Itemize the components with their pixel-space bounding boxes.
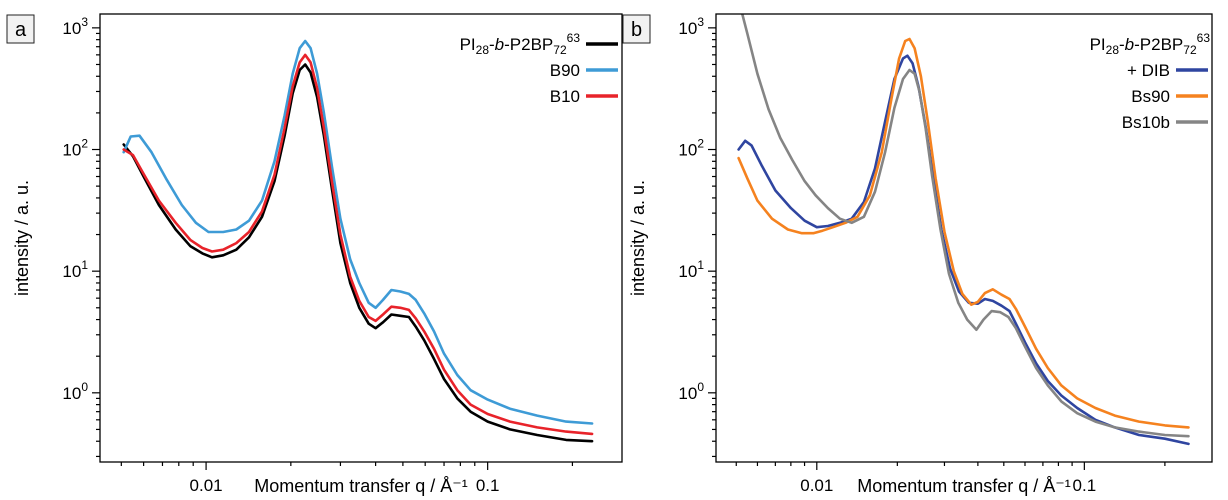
plot-frame (99, 13, 623, 463)
y-tick-base: 10 (62, 384, 81, 403)
x-axis-title: Momentum transfer q / Å⁻¹ (254, 476, 468, 496)
y-tick-base: 10 (62, 141, 81, 160)
x-tick-label: 0.1 (476, 476, 500, 495)
y-tick-exponent: 2 (697, 137, 704, 151)
y-tick-label: 102 (678, 137, 704, 160)
y-tick-label: 103 (62, 15, 88, 38)
y-tick-label: 101 (678, 258, 704, 281)
y-tick-label: 103 (678, 15, 704, 38)
panel-label-box (6, 14, 35, 44)
y-tick-exponent: 3 (697, 15, 704, 29)
legend-label: B90 (550, 61, 580, 80)
series-line-b10 (122, 53, 594, 436)
x-axis-title: Momentum transfer q / Å⁻¹ (857, 476, 1071, 496)
y-tick-exponent: 0 (697, 380, 704, 394)
legend-text-part: 28 (1106, 43, 1120, 57)
legend-text-part: 63 (567, 31, 581, 45)
series-line-pi28-b-p2bp7263 (122, 63, 594, 443)
y-tick-base: 10 (678, 141, 697, 160)
legend-header: PI28-b-P2BP7263 (1090, 31, 1211, 57)
y-tick-exponent: 3 (81, 15, 88, 29)
legend-text-part: -P2BP (504, 35, 553, 54)
legend-text-part: Bs90 (1131, 87, 1170, 106)
legend-text-part: PI (460, 35, 476, 54)
series-line-bs90 (737, 37, 1190, 429)
y-tick-base: 10 (678, 19, 697, 38)
y-axis-title: intensity / a. u. (628, 180, 648, 296)
y-tick-base: 10 (678, 384, 697, 403)
legend-label: PI28-b-P2BP7263 (460, 31, 581, 57)
legend-text-part: -P2BP (1134, 35, 1183, 54)
plot-frame (715, 13, 1213, 463)
y-tick-label: 102 (62, 137, 88, 160)
legend-text-part: B90 (550, 61, 580, 80)
legend-text-part: - (1119, 35, 1125, 54)
legend-text-part: b (1125, 35, 1134, 54)
panel-label: b (631, 19, 642, 41)
x-tick-label: 0.1 (1073, 476, 1097, 495)
y-tick-exponent: 1 (81, 258, 88, 272)
legend-label: Bs10b (1122, 113, 1170, 132)
series-line-b90 (122, 39, 594, 425)
y-tick-label: 101 (62, 258, 88, 281)
y-tick-label: 100 (678, 380, 704, 403)
legend-text-part: b (495, 35, 504, 54)
x-tick-label: 0.01 (190, 476, 223, 495)
legend-text-part: - (489, 35, 495, 54)
y-axis-title: intensity / a. u. (12, 180, 32, 296)
legend-text-part: PI (1090, 35, 1106, 54)
legend-text-part: 28 (476, 43, 490, 57)
legend-text-part: 72 (553, 43, 567, 57)
legend-label: Bs90 (1131, 87, 1170, 106)
y-tick-base: 10 (62, 19, 81, 38)
panel-label-box (622, 14, 651, 44)
y-tick-exponent: 2 (81, 137, 88, 151)
legend-text-part: Bs10b (1122, 113, 1170, 132)
legend-label: B10 (550, 87, 580, 106)
y-tick-base: 10 (678, 262, 697, 281)
legend-text-part: 72 (1183, 43, 1197, 57)
series-line-bs10b (740, 14, 1190, 438)
y-tick-exponent: 1 (697, 258, 704, 272)
panel-label: a (15, 19, 27, 41)
y-tick-base: 10 (62, 262, 81, 281)
legend-text-part: B10 (550, 87, 580, 106)
x-tick-label: 0.01 (800, 476, 833, 495)
legend-text-part: + DIB (1127, 61, 1170, 80)
legend-text-part: 63 (1197, 31, 1211, 45)
y-tick-label: 100 (62, 380, 88, 403)
y-tick-exponent: 0 (81, 380, 88, 394)
legend-label: + DIB (1127, 61, 1170, 80)
